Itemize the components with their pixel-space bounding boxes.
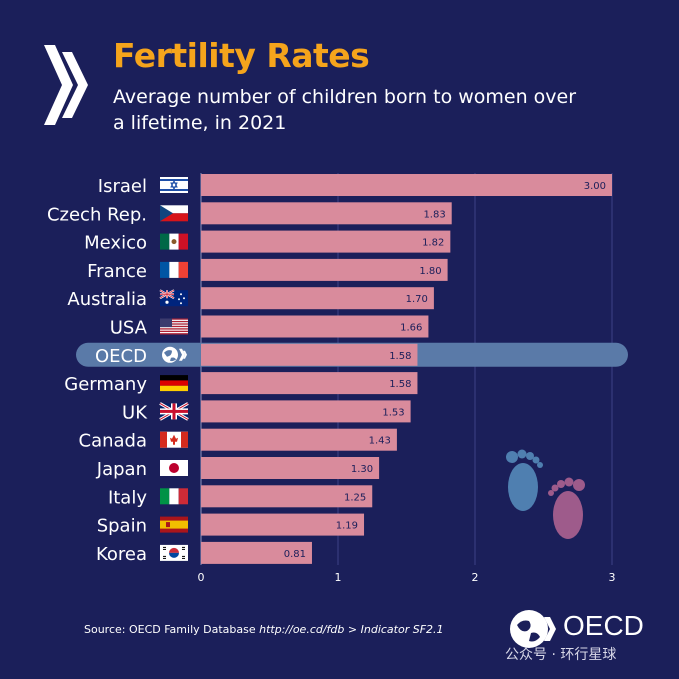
bar-value-label: 1.58 xyxy=(389,379,411,390)
bar-value-label: 1.82 xyxy=(422,238,444,249)
bar xyxy=(201,174,612,196)
source-note: Source: OECD Family Database http://oe.c… xyxy=(84,623,444,636)
spain-flag xyxy=(160,516,188,533)
korea-flag xyxy=(160,544,188,561)
bar-value-label: 1.70 xyxy=(406,294,428,305)
bar xyxy=(201,428,397,451)
category-label: Germany xyxy=(64,374,147,395)
source-prefix: Source: OECD Family Database xyxy=(84,623,260,636)
bar-value-label: 1.53 xyxy=(382,407,404,418)
bar-value-label: 1.19 xyxy=(336,521,358,532)
category-label: France xyxy=(87,261,147,282)
category-label: Korea xyxy=(96,544,147,565)
bar xyxy=(201,230,451,253)
bar-value-label: 1.30 xyxy=(351,464,373,475)
bar xyxy=(201,541,312,564)
oecd-logo xyxy=(162,346,187,363)
category-label: Australia xyxy=(67,289,147,310)
chart-title: Fertility Rates xyxy=(113,36,370,75)
bar xyxy=(201,202,452,225)
bar xyxy=(201,287,434,310)
source-url[interactable]: http://oe.cd/fdb xyxy=(259,623,345,636)
source-separator: > xyxy=(344,623,361,636)
italy-flag xyxy=(160,488,188,505)
bar-value-label: 1.43 xyxy=(369,436,391,447)
category-label: Mexico xyxy=(84,233,147,254)
baby-feet-icon xyxy=(506,449,585,539)
oecd-globe-icon xyxy=(510,610,556,648)
australia-flag xyxy=(159,289,188,307)
germany-flag xyxy=(160,375,188,392)
japan-flag xyxy=(160,460,188,476)
category-label: Czech Rep. xyxy=(47,204,147,225)
france-flag xyxy=(160,261,188,278)
bar xyxy=(201,315,429,338)
usa-flag xyxy=(160,318,188,335)
bar-value-label: 1.80 xyxy=(419,266,441,277)
x-tick-label: 0 xyxy=(198,571,205,584)
category-label: Italy xyxy=(108,487,147,508)
x-tick-label: 3 xyxy=(609,571,616,584)
category-label: USA xyxy=(110,318,148,339)
category-label: OECD xyxy=(95,346,147,367)
mexico-flag xyxy=(160,233,188,250)
x-tick-label: 2 xyxy=(472,571,479,584)
category-label: Israel xyxy=(98,176,147,197)
bar-value-label: 1.58 xyxy=(389,351,411,362)
israel-flag xyxy=(160,177,188,193)
category-label: Canada xyxy=(79,431,148,452)
bar-value-label: 1.25 xyxy=(344,492,366,503)
bar xyxy=(201,513,365,536)
bar xyxy=(201,343,418,366)
bar-value-label: 0.81 xyxy=(284,549,306,560)
x-tick-label: 1 xyxy=(335,571,342,584)
czech-flag xyxy=(160,205,188,222)
uk-flag xyxy=(159,402,189,421)
bar xyxy=(201,372,418,395)
category-label: UK xyxy=(122,402,148,423)
bar-value-label: 1.83 xyxy=(423,209,445,220)
category-label: Japan xyxy=(96,459,147,480)
oecd-logo-text: OECD xyxy=(563,610,644,641)
source-indicator: Indicator SF2.1 xyxy=(360,623,444,636)
chart-subtitle: Average number of children born to women… xyxy=(113,86,577,134)
bar xyxy=(201,457,380,479)
bar xyxy=(201,400,411,423)
bar xyxy=(201,258,448,281)
watermark: 公众号 · 环行星球 xyxy=(505,647,617,663)
canada-flag xyxy=(160,431,188,448)
bar-value-label: 3.00 xyxy=(584,181,606,192)
category-label: Spain xyxy=(97,516,147,537)
bar-value-label: 1.66 xyxy=(400,323,422,334)
bar xyxy=(201,485,373,508)
